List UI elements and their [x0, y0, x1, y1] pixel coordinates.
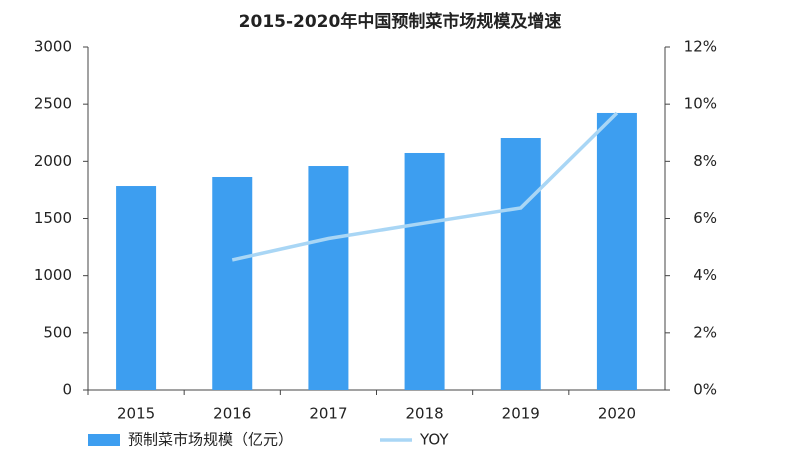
y2-tick-label: 2%	[693, 323, 717, 341]
y-tick-label: 1000	[34, 266, 72, 284]
y2-tick-label: 0%	[693, 381, 717, 399]
legend-label: 预制菜市场规模（亿元）	[128, 431, 293, 449]
y2-tick-label: 8%	[693, 152, 717, 170]
y-tick-label: 1500	[34, 209, 72, 227]
x-tick-label: 2018	[405, 405, 443, 423]
bar	[500, 138, 541, 390]
y-tick-label: 0	[62, 381, 72, 399]
y2-tick-label: 12%	[684, 38, 717, 56]
bar	[596, 112, 637, 390]
y2-tick-label: 10%	[684, 95, 717, 113]
chart-title: 2015-2020年中国预制菜市场规模及增速	[239, 11, 562, 32]
y2-tick-label: 4%	[693, 266, 717, 284]
y2-tick-label: 6%	[693, 209, 717, 227]
legend-swatch	[88, 434, 120, 446]
x-tick-label: 2015	[117, 405, 155, 423]
x-tick-label: 2020	[598, 405, 636, 423]
y-tick-label: 2000	[34, 152, 72, 170]
y-tick-label: 3000	[34, 38, 72, 56]
bar	[116, 186, 157, 390]
x-tick-label: 2019	[502, 405, 540, 423]
legend-label: YOY	[419, 431, 449, 449]
x-tick-label: 2016	[213, 405, 251, 423]
line	[231, 111, 619, 262]
bar	[212, 176, 253, 390]
bar	[404, 152, 445, 390]
bar	[308, 166, 349, 390]
x-tick-label: 2017	[309, 405, 347, 423]
y-tick-label: 500	[43, 323, 72, 341]
y-tick-label: 2500	[34, 95, 72, 113]
